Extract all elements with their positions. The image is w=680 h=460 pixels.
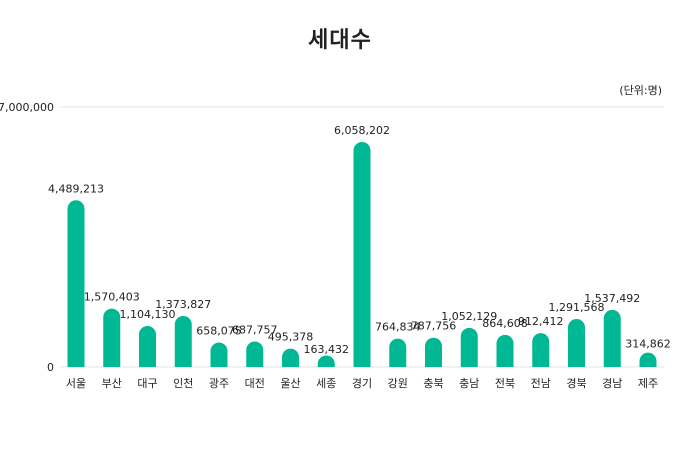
bar-7 (317, 355, 335, 367)
x-tick-label-5: 대전 (245, 377, 265, 390)
data-label-14: 1,291,568 (549, 301, 605, 314)
x-tick-label-0: 서울 (66, 377, 86, 390)
x-tick-label-15: 경남 (602, 377, 622, 390)
bar-9 (389, 338, 407, 367)
bar-8 (353, 141, 371, 367)
x-tick-label-9: 강원 (388, 377, 408, 390)
bar-4 (210, 342, 228, 367)
bar-5 (246, 341, 264, 367)
y-tick-label: 7,000,000 (0, 101, 54, 114)
bars-layer (67, 141, 657, 367)
x-tick-label-1: 부산 (102, 377, 122, 390)
data-label-3: 1,373,827 (155, 298, 211, 311)
x-tick-label-13: 전남 (531, 377, 551, 390)
bar-1 (103, 308, 121, 367)
bar-11 (460, 327, 478, 367)
bar-6 (282, 348, 299, 367)
data-label-5: 687,757 (232, 323, 278, 336)
bar-3 (174, 315, 192, 367)
x-tick-label-12: 전북 (495, 377, 515, 390)
chart-title: 세대수 (308, 28, 372, 53)
data-label-7: 163,432 (304, 343, 350, 356)
bar-10 (425, 337, 442, 367)
x-tick-label-11: 충남 (459, 377, 479, 390)
x-tick-label-2: 대구 (137, 377, 157, 390)
x-tick-label-7: 세종 (316, 377, 336, 390)
unit-label: (단위:명) (619, 84, 662, 97)
bar-14 (568, 319, 585, 367)
data-label-4: 658,075 (196, 325, 242, 338)
data-label-8: 6,058,202 (334, 124, 390, 137)
data-label-11: 1,052,129 (441, 310, 497, 323)
data-label-15: 1,537,492 (584, 292, 640, 305)
labels-layer: 0 7,000,000 4,489,213 서울 1,570,403 부산 1,104,13… (0, 101, 671, 390)
data-label-2: 1,104,130 (120, 308, 176, 321)
x-tick-label-16: 제주 (638, 377, 658, 390)
x-tick-label-4: 광주 (209, 377, 229, 390)
bar-2 (139, 325, 156, 367)
bar-12 (496, 334, 514, 367)
x-tick-label-10: 충북 (423, 377, 443, 390)
data-label-9: 764,834 (375, 321, 421, 334)
data-label-12: 864,608 (482, 317, 528, 330)
data-label-1: 1,570,403 (84, 291, 140, 304)
x-tick-label-6: 울산 (280, 377, 300, 390)
bar-0 (67, 200, 85, 367)
data-label-0: 4,489,213 (48, 182, 104, 195)
data-label-6: 495,378 (268, 331, 314, 344)
y-tick-label: 0 (47, 361, 54, 374)
data-label-13: 912,412 (518, 315, 564, 328)
data-label-16: 314,862 (625, 337, 671, 350)
x-tick-label-8: 경기 (352, 377, 372, 390)
bar-13 (532, 333, 550, 367)
x-tick-label-3: 인천 (173, 376, 193, 390)
bar-15 (603, 309, 621, 367)
data-label-10: 787,756 (411, 320, 457, 333)
x-tick-label-14: 경북 (566, 377, 586, 390)
bar-16 (639, 352, 657, 367)
